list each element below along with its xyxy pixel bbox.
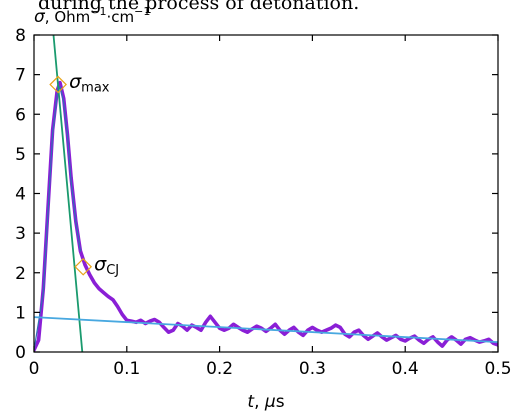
series-measured-conductivity bbox=[34, 80, 498, 352]
x-tick-label: 0.5 bbox=[484, 359, 511, 379]
sigma-cj-marker bbox=[74, 257, 93, 276]
series-steep-tangent-line bbox=[52, 35, 84, 352]
y-tick-label: 5 bbox=[15, 145, 26, 165]
y-tick-label: 4 bbox=[15, 185, 26, 205]
x-tick-label: 0.3 bbox=[299, 359, 326, 379]
y-axis-label-symbol: σ bbox=[34, 7, 46, 27]
sigma-max-label: σmax bbox=[69, 71, 110, 96]
annotations: σmax σCJ bbox=[49, 71, 119, 278]
y-tick-label: 1 bbox=[15, 303, 26, 323]
y-axis-label-unit: , Ohm bbox=[45, 8, 90, 26]
y-axis-label-exponent-2: −1 bbox=[134, 5, 150, 18]
x-tick-label: 0.2 bbox=[206, 359, 233, 379]
y-tick-label: 7 bbox=[15, 66, 26, 86]
x-axis-label-symbol: t bbox=[247, 392, 255, 412]
y-tick-label: 8 bbox=[15, 26, 26, 46]
caption-fragment: during the process of detonation. bbox=[38, 0, 359, 14]
x-axis-label-separator: , bbox=[254, 392, 265, 412]
y-axis-label-exponent-1: −1 bbox=[90, 5, 106, 18]
y-axis-label-middle: ·cm bbox=[106, 8, 134, 26]
plot-area bbox=[34, 35, 498, 352]
sigma-cj-label: σCJ bbox=[94, 253, 119, 278]
x-axis-label-unit: s bbox=[276, 392, 285, 412]
y-axis-label: σ, Ohm−1·cm−1 bbox=[34, 5, 150, 27]
x-axis-label-mu: μ bbox=[264, 392, 276, 412]
x-tick-label: 0.1 bbox=[113, 359, 140, 379]
x-tick-label: 0 bbox=[29, 359, 40, 379]
y-tick-label: 0 bbox=[15, 343, 26, 363]
y-tick-label: 2 bbox=[15, 264, 26, 284]
y-tick-label: 3 bbox=[15, 224, 26, 244]
series-fit-curve bbox=[34, 85, 82, 351]
x-axis-label: t, μs bbox=[247, 392, 284, 412]
series-tail-tangent-line bbox=[34, 316, 498, 344]
x-axis-ticks: 0 0.1 0.2 0.3 0.4 0.5 bbox=[29, 35, 512, 379]
y-tick-label: 6 bbox=[15, 105, 26, 125]
sigma-max-marker bbox=[49, 75, 67, 94]
y-axis-ticks: 0 1 2 3 4 5 6 7 8 bbox=[15, 26, 498, 363]
x-tick-label: 0.4 bbox=[392, 359, 419, 379]
